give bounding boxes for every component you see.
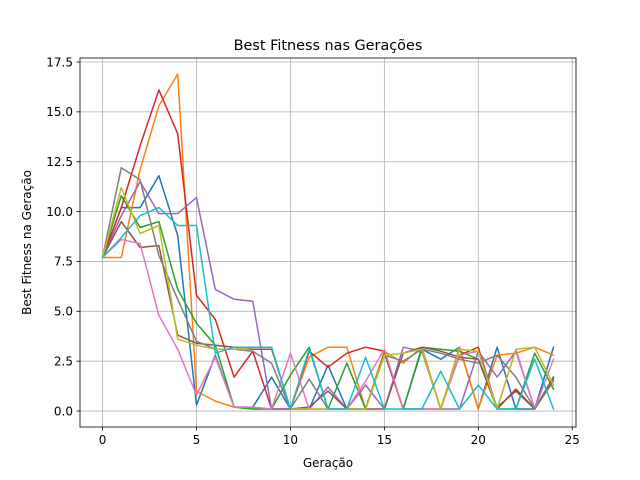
x-tick-label: 5 bbox=[193, 433, 201, 447]
series-line-10 bbox=[101, 206, 555, 410]
y-tick-label: 0.0 bbox=[54, 404, 73, 418]
y-tick-label: 5.0 bbox=[54, 305, 73, 319]
y-tick-label: 10.0 bbox=[46, 205, 73, 219]
y-axis-label: Best Fitness na Geração bbox=[20, 170, 34, 315]
x-tick-label: 0 bbox=[99, 433, 107, 447]
ticks: 0 5 10 15 20 25 0.0 2.5 5.0 7.5 10.0 12.5 15.0 17.5 bbox=[46, 55, 580, 447]
plot-frame bbox=[79, 57, 577, 428]
series-group bbox=[101, 73, 555, 410]
x-tick-label: 15 bbox=[377, 433, 392, 447]
x-tick-label: 10 bbox=[283, 433, 298, 447]
x-tick-label: 25 bbox=[565, 433, 580, 447]
y-tick-label: 12.5 bbox=[46, 155, 73, 169]
y-tick-label: 15.0 bbox=[46, 105, 73, 119]
x-axis-label: Geração bbox=[303, 456, 353, 470]
y-tick-label: 17.5 bbox=[46, 55, 73, 69]
series-line-4 bbox=[101, 89, 555, 410]
y-tick-label: 7.5 bbox=[54, 255, 73, 269]
series-line-2 bbox=[101, 73, 555, 410]
y-tick-label: 2.5 bbox=[54, 354, 73, 368]
x-tick-label: 20 bbox=[471, 433, 486, 447]
chart-title: Best Fitness nas Gerações bbox=[234, 38, 423, 54]
